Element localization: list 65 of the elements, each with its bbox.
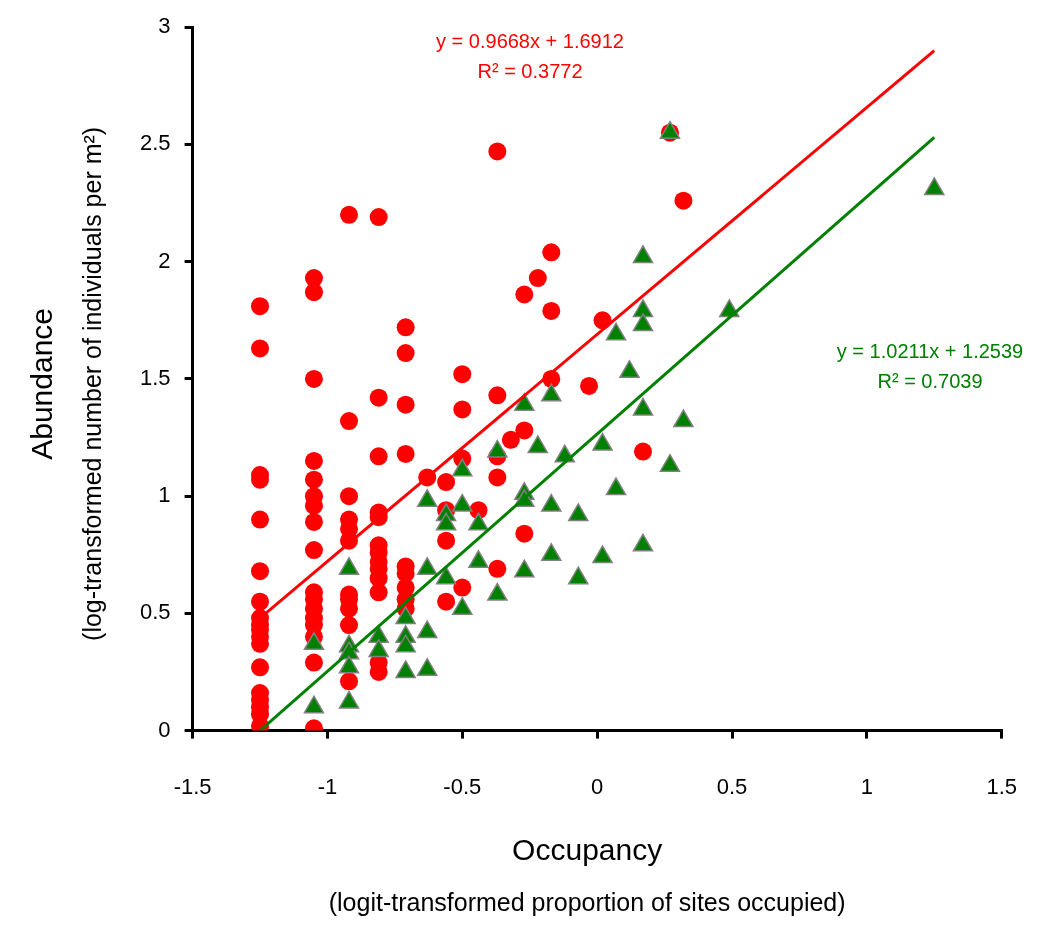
point xyxy=(659,453,681,472)
point xyxy=(338,655,360,674)
point xyxy=(514,392,535,411)
x-tick-label: -1.5 xyxy=(173,773,212,799)
point xyxy=(592,432,613,451)
point xyxy=(338,690,360,709)
point xyxy=(567,566,589,585)
point xyxy=(487,439,508,458)
point xyxy=(303,632,325,651)
x-axis-title: Occupancy (logit-transformed proportion of sites occupied) xyxy=(328,833,846,916)
annotation: R² = 0.7039 xyxy=(877,369,983,392)
point xyxy=(452,458,473,477)
point xyxy=(452,493,473,512)
y-tick-label: 2 xyxy=(158,247,171,273)
y-tick-label: 1 xyxy=(158,482,171,508)
point xyxy=(435,566,457,585)
point xyxy=(673,409,694,428)
y-axis-title: Abundance (log-transformed number of individuals per m²) xyxy=(25,126,106,641)
point xyxy=(452,596,473,615)
point xyxy=(487,582,508,601)
annotation: y = 0.9668x + 1.6912 xyxy=(436,29,624,52)
annotation: R² = 0.3772 xyxy=(477,59,583,82)
y-tick-label: 1.5 xyxy=(139,364,171,390)
point xyxy=(303,695,325,714)
point xyxy=(541,543,562,561)
y-tick-label: 2.5 xyxy=(139,130,171,156)
x-tick-label: 1 xyxy=(860,773,873,799)
y-tick-label: 0.5 xyxy=(139,599,171,625)
annotation: y = 1.0211x + 1.2539 xyxy=(836,339,1024,362)
x-tick-label: 1.5 xyxy=(986,773,1018,799)
point xyxy=(592,545,613,564)
point xyxy=(416,489,438,508)
point xyxy=(632,313,654,332)
y-tick-label: 3 xyxy=(158,13,171,39)
point xyxy=(632,299,654,318)
point xyxy=(395,606,416,625)
x-tick-label: 0 xyxy=(591,773,604,799)
x-tick-label: -1 xyxy=(317,773,338,799)
point xyxy=(395,660,416,679)
y-tick-label: 0 xyxy=(158,716,171,742)
point xyxy=(632,245,654,264)
point xyxy=(514,559,535,578)
point xyxy=(541,493,562,512)
point xyxy=(924,177,945,196)
point xyxy=(554,444,576,463)
point xyxy=(435,512,457,531)
x-tick-label: 0.5 xyxy=(716,773,748,799)
point xyxy=(527,435,549,454)
point xyxy=(541,383,562,402)
point xyxy=(416,657,438,676)
point xyxy=(468,550,489,569)
point xyxy=(368,625,389,644)
point xyxy=(416,557,438,576)
point xyxy=(567,503,589,522)
x-tick-label: -0.5 xyxy=(443,773,482,799)
point xyxy=(619,360,640,379)
point xyxy=(605,322,627,341)
point xyxy=(605,477,627,496)
point xyxy=(395,634,416,653)
point xyxy=(632,397,654,416)
point xyxy=(416,620,438,639)
point xyxy=(338,557,360,576)
point xyxy=(632,533,654,552)
point xyxy=(468,512,489,531)
point xyxy=(368,639,389,658)
